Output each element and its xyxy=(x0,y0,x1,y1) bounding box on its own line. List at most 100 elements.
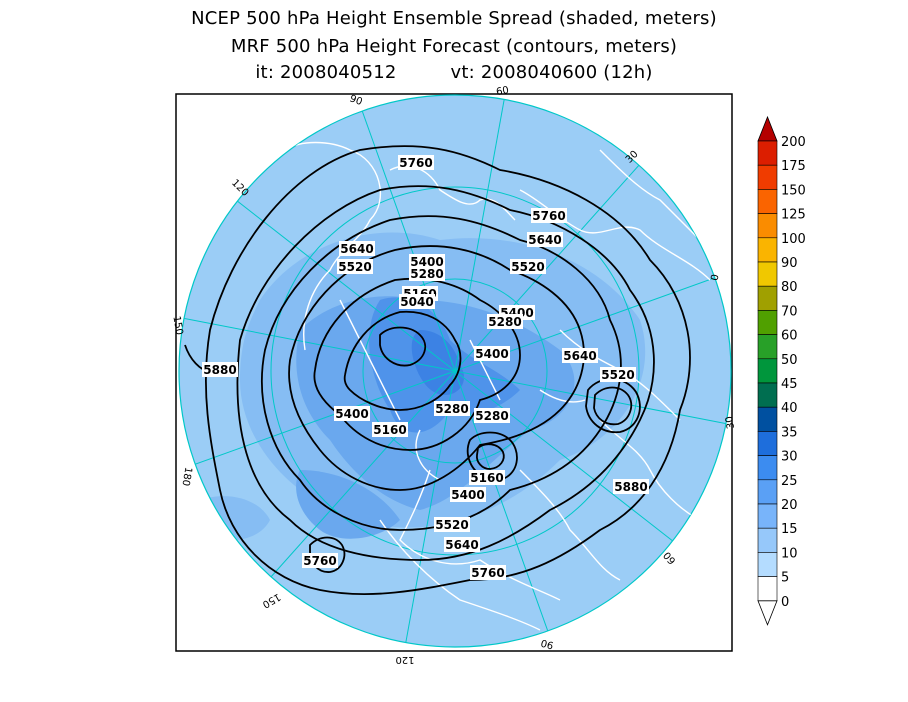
contour-label: 5040 xyxy=(400,295,433,309)
contour-label-box xyxy=(337,259,373,274)
colorbar-swatch xyxy=(757,164,778,190)
colorbar-swatch xyxy=(757,406,778,432)
contour-label-box xyxy=(202,362,238,377)
colorbar-tick-label: 125 xyxy=(781,208,806,223)
contour-label: 5880 xyxy=(614,480,647,494)
contour-label-box xyxy=(302,553,338,568)
longitude-label: 60 xyxy=(495,85,509,98)
colorbar-swatch xyxy=(757,189,778,214)
colorbar-swatch xyxy=(757,503,778,529)
colorbar-tick-label: 25 xyxy=(781,474,798,489)
contour-label-box xyxy=(613,479,649,494)
contour-label: 5760 xyxy=(471,566,504,580)
init-time-label: it: 2008040512 xyxy=(255,62,397,83)
colorbar-swatch xyxy=(757,455,778,481)
colorbar-swatch xyxy=(757,382,778,408)
title-line-3: it: 2008040512 vt: 2008040600 (12h) xyxy=(0,62,908,83)
colorbar-tick-label: 100 xyxy=(781,232,806,247)
colorbar-tick-label: 5 xyxy=(781,571,789,586)
contour-label-box xyxy=(600,367,636,382)
contour-label: 5640 xyxy=(528,233,561,247)
contour-label-box xyxy=(562,348,598,363)
contour-label-box xyxy=(409,254,445,269)
title-line-2: MRF 500 hPa Height Forecast (contours, m… xyxy=(230,36,678,57)
colorbar-tick-label: 60 xyxy=(781,329,798,344)
colorbar-tick-label: 35 xyxy=(781,425,798,440)
contour-label-box xyxy=(527,232,563,247)
contour-label-box xyxy=(469,470,505,485)
colorbar-tick-label: 10 xyxy=(781,546,798,561)
longitude-label: 0 xyxy=(710,273,722,281)
contour-label-box xyxy=(334,406,370,421)
contour-label: 5640 xyxy=(340,242,373,256)
contour-label-box xyxy=(339,241,375,256)
contour-label: 5400 xyxy=(335,407,368,421)
longitude-label: 180 xyxy=(179,466,193,487)
contour-label-layer: 5760 5760 5640 5640 5520 5520 5400 5280 5160 5040… xyxy=(202,155,649,580)
contour-label: 5760 xyxy=(532,209,565,223)
colorbar-swatch xyxy=(757,479,778,505)
colorbar-swatch xyxy=(757,358,778,384)
contour-label: 5760 xyxy=(303,554,336,568)
valid-time-label: vt: 2008040600 (12h) xyxy=(450,62,653,83)
colorbar-swatch xyxy=(757,140,778,166)
longitude-label: 120 xyxy=(395,654,414,665)
longitude-label: 30 xyxy=(724,415,737,429)
contour-label-box xyxy=(409,266,445,281)
contour-label: 5280 xyxy=(435,402,468,416)
colorbar-swatch xyxy=(757,261,778,287)
contour-label: 5880 xyxy=(203,363,236,377)
colorbar-swatch xyxy=(757,576,778,602)
longitude-label: 150 xyxy=(170,315,184,336)
colorbar-swatch xyxy=(757,527,778,553)
colorbar-tick-label: 150 xyxy=(781,183,806,198)
contour-label-box xyxy=(531,208,567,223)
longitude-label: 90 xyxy=(348,93,364,108)
colorbar-swatch xyxy=(757,310,778,335)
contour-label: 5640 xyxy=(563,349,596,363)
colorbar-tick-label: 175 xyxy=(781,159,806,174)
colorbar-bottom-arrow xyxy=(757,600,778,626)
colorbar-swatch xyxy=(757,431,778,456)
contour-label-box xyxy=(470,565,506,580)
contour-label-box xyxy=(434,517,470,532)
contour-label-box xyxy=(487,314,523,329)
colorbar-swatch xyxy=(757,237,778,263)
contour-label: 5520 xyxy=(435,518,468,532)
contour-label: 5520 xyxy=(511,260,544,274)
colorbar-swatch xyxy=(757,285,778,311)
contour-label: 5520 xyxy=(338,260,371,274)
colorbar-tick-label: 70 xyxy=(781,304,798,319)
colorbar-tick-label: 45 xyxy=(781,377,798,392)
height-contours xyxy=(184,145,691,596)
colorbar-tick-label: 20 xyxy=(781,498,798,513)
contour-label: 5160 xyxy=(470,471,503,485)
contour-label: 5520 xyxy=(601,368,634,382)
contour-label: 5280 xyxy=(475,409,508,423)
contour-label-box xyxy=(444,537,480,552)
colorbar-tick-label: 200 xyxy=(781,135,806,150)
contour-label-box xyxy=(474,408,510,423)
contour-label: 5280 xyxy=(410,267,443,281)
colorbar-tick-label: 15 xyxy=(781,522,798,537)
colorbar-tick-label: 80 xyxy=(781,280,798,295)
colorbar-tick-label: 0 xyxy=(781,595,789,610)
contour-label: 5160 xyxy=(373,423,406,437)
contour-label-box xyxy=(474,346,510,361)
colorbar-swatch xyxy=(757,552,778,577)
colorbar-tick-label: 30 xyxy=(781,450,798,465)
title-line-1: NCEP 500 hPa Height Ensemble Spread (sha… xyxy=(191,8,717,29)
contour-label-box xyxy=(399,294,435,309)
contour-label: 5640 xyxy=(445,538,478,552)
contour-label-box xyxy=(434,401,470,416)
colorbar-swatch xyxy=(757,213,778,239)
longitude-label: 90 xyxy=(540,636,555,650)
contour-label-box xyxy=(450,487,486,502)
colorbar-tick-label: 40 xyxy=(781,401,798,416)
colorbar-top-arrow xyxy=(757,115,778,142)
colorbar-tick-label: 50 xyxy=(781,353,798,368)
contour-label-box xyxy=(372,422,408,437)
colorbar-tick-label: 90 xyxy=(781,256,798,271)
